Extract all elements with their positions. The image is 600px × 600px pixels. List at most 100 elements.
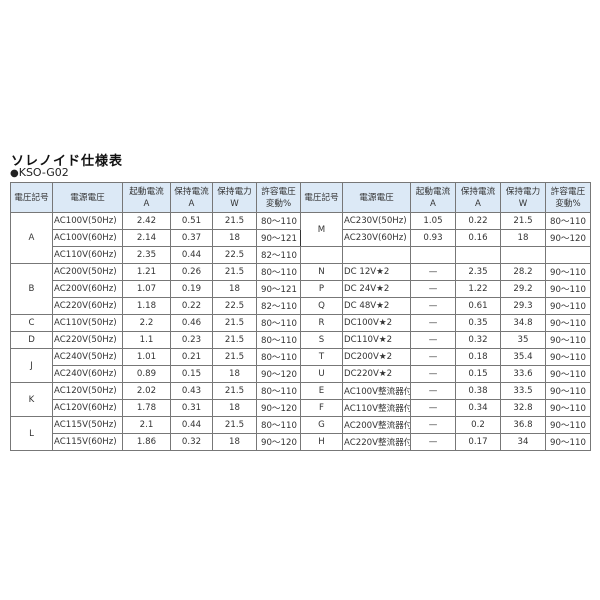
voltage-code-cell: J xyxy=(10,348,53,383)
supply-voltage-cell: AC120V(60Hz) xyxy=(52,399,123,417)
voltage-code-cell: R xyxy=(300,314,343,332)
table-row: D AC220V(50Hz) 1.1 0.23 21.5 80〜110 S DC110V★2—… xyxy=(10,331,591,349)
allowable-voltage-cell: 80〜110 xyxy=(256,314,301,332)
starting-current-cell: 1.07 xyxy=(122,280,171,298)
supply-voltage-cell: DC100V★2 xyxy=(342,314,411,332)
starting-current-cell xyxy=(410,246,456,264)
holding-power-cell xyxy=(500,246,546,264)
voltage-code-cell: M xyxy=(300,212,343,247)
voltage-code-cell: S xyxy=(300,331,343,349)
holding-power-cell: 18 xyxy=(500,229,546,247)
supply-voltage-cell: AC230V(50Hz) xyxy=(342,212,411,230)
holding-current-cell: 2.35 xyxy=(455,263,501,281)
starting-current-cell: — xyxy=(410,280,456,298)
starting-current-cell: — xyxy=(410,314,456,332)
holding-power-cell: 21.5 xyxy=(212,263,257,281)
allowable-voltage-cell: 90〜120 xyxy=(545,229,591,247)
holding-power-cell: 35.4 xyxy=(500,348,546,366)
starting-current-cell: — xyxy=(410,433,456,451)
supply-voltage-cell: DC200V★2 xyxy=(342,348,411,366)
table-row: AC220V(60Hz) 1.18 0.22 22.5 82〜110 Q DC 48V★2—… xyxy=(11,297,591,315)
table-row: AC240V(60Hz) 0.89 0.15 18 90〜120 U DC220V★2—0.… xyxy=(11,365,591,383)
holding-current-cell: 0.34 xyxy=(455,399,501,417)
header-holding-current: 保持電流 A xyxy=(170,182,213,213)
starting-current-cell: 2.35 xyxy=(122,246,171,264)
supply-voltage-cell: AC115V(50Hz) xyxy=(52,416,123,434)
holding-power-cell: 21.5 xyxy=(212,416,257,434)
holding-power-cell: 33.5 xyxy=(500,382,546,400)
voltage-code-cell: F xyxy=(300,399,343,417)
starting-current-cell: — xyxy=(410,365,456,383)
starting-current-cell: 1.86 xyxy=(122,433,171,451)
allowable-voltage-cell: 80〜110 xyxy=(545,212,591,230)
supply-voltage-cell: AC100V(50Hz) xyxy=(52,212,123,230)
allowable-voltage-cell: 90〜110 xyxy=(545,331,591,349)
supply-voltage-cell: AC110V整流器付 xyxy=(342,399,411,417)
holding-current-cell: 0.2 xyxy=(455,416,501,434)
holding-power-cell: 22.5 xyxy=(212,297,257,315)
holding-power-cell: 29.3 xyxy=(500,297,546,315)
supply-voltage-cell: AC110V(50Hz) xyxy=(52,314,123,332)
table-row: C AC110V(50Hz) 2.2 0.46 21.5 80〜110 R DC100V★2—… xyxy=(10,314,591,332)
allowable-voltage-cell: 80〜110 xyxy=(256,416,301,434)
holding-power-cell: 33.6 xyxy=(500,365,546,383)
allowable-voltage-cell: 82〜110 xyxy=(256,297,301,315)
allowable-voltage-cell: 82〜110 xyxy=(256,246,301,264)
allowable-voltage-cell: 80〜110 xyxy=(256,348,301,366)
supply-voltage-cell: AC220V(50Hz) xyxy=(52,331,123,349)
starting-current-cell: 1.21 xyxy=(122,263,171,281)
allowable-voltage-cell: 90〜121 xyxy=(256,280,301,298)
model-label: ●KSO-G02 xyxy=(10,166,69,179)
table-row: B AC200V(50Hz) 1.21 0.26 21.5 80〜110 N DC 12V★2… xyxy=(10,263,591,315)
header-holding-power: 保持電力 W xyxy=(212,182,257,213)
holding-current-cell: 0.15 xyxy=(455,365,501,383)
supply-voltage-cell: AC200V(50Hz) xyxy=(52,263,123,281)
supply-voltage-cell: DC 48V★2 xyxy=(342,297,411,315)
supply-voltage-cell: AC240V(60Hz) xyxy=(52,365,123,383)
starting-current-cell: 1.05 xyxy=(410,212,456,230)
holding-power-cell: 34.8 xyxy=(500,314,546,332)
supply-voltage-cell: AC100V整流器付 xyxy=(342,382,411,400)
holding-power-cell: 28.2 xyxy=(500,263,546,281)
holding-power-cell: 21.5 xyxy=(212,331,257,349)
header-starting-current: 起動電流 A xyxy=(122,182,171,213)
header-supply-voltage: 電源電圧 xyxy=(52,182,123,213)
holding-current-cell: 1.22 xyxy=(455,280,501,298)
supply-voltage-cell: DC 12V★2 xyxy=(342,263,411,281)
supply-voltage-cell: DC 24V★2 xyxy=(342,280,411,298)
holding-power-cell: 21.5 xyxy=(212,314,257,332)
holding-current-cell: 0.44 xyxy=(170,416,213,434)
voltage-code-cell: C xyxy=(10,314,53,332)
supply-voltage-cell: AC230V(60Hz) xyxy=(342,229,411,247)
starting-current-cell: — xyxy=(410,331,456,349)
holding-current-cell: 0.61 xyxy=(455,297,501,315)
header-voltage-code: 電圧記号 xyxy=(10,182,53,213)
table-row: AC200V(60Hz) 1.07 0.19 18 90〜121 P DC 24V★2—1.… xyxy=(11,280,591,298)
table-row: L AC115V(50Hz) 2.1 0.44 21.5 80〜110 G AC200V整流器… xyxy=(10,416,591,451)
holding-current-cell: 0.16 xyxy=(455,229,501,247)
allowable-voltage-cell: 90〜110 xyxy=(545,433,591,451)
page-title: ソレノイド仕様表 xyxy=(11,154,124,169)
holding-current-cell: 0.26 xyxy=(170,263,213,281)
holding-power-cell: 21.5 xyxy=(212,348,257,366)
starting-current-cell: — xyxy=(410,399,456,417)
starting-current-cell: 2.02 xyxy=(122,382,171,400)
allowable-voltage-cell: 90〜121 xyxy=(256,229,301,247)
holding-current-cell: 0.46 xyxy=(170,314,213,332)
voltage-code-cell: A xyxy=(10,212,53,264)
starting-current-cell: 0.93 xyxy=(410,229,456,247)
allowable-voltage-cell: 80〜110 xyxy=(256,212,301,230)
supply-voltage-cell: AC110V(60Hz) xyxy=(52,246,123,264)
supply-voltage-cell: AC200V(60Hz) xyxy=(52,280,123,298)
supply-voltage-cell: DC110V★2 xyxy=(342,331,411,349)
starting-current-cell: — xyxy=(410,263,456,281)
allowable-voltage-cell: 90〜120 xyxy=(256,365,301,383)
holding-power-cell: 21.5 xyxy=(212,382,257,400)
allowable-voltage-cell: 90〜110 xyxy=(545,297,591,315)
header-holding-current: 保持電流 A xyxy=(455,182,501,213)
supply-voltage-cell: AC240V(50Hz) xyxy=(52,348,123,366)
voltage-code-cell xyxy=(300,246,343,264)
starting-current-cell: 2.2 xyxy=(122,314,171,332)
holding-current-cell: 0.31 xyxy=(170,399,213,417)
allowable-voltage-cell: 90〜110 xyxy=(545,365,591,383)
